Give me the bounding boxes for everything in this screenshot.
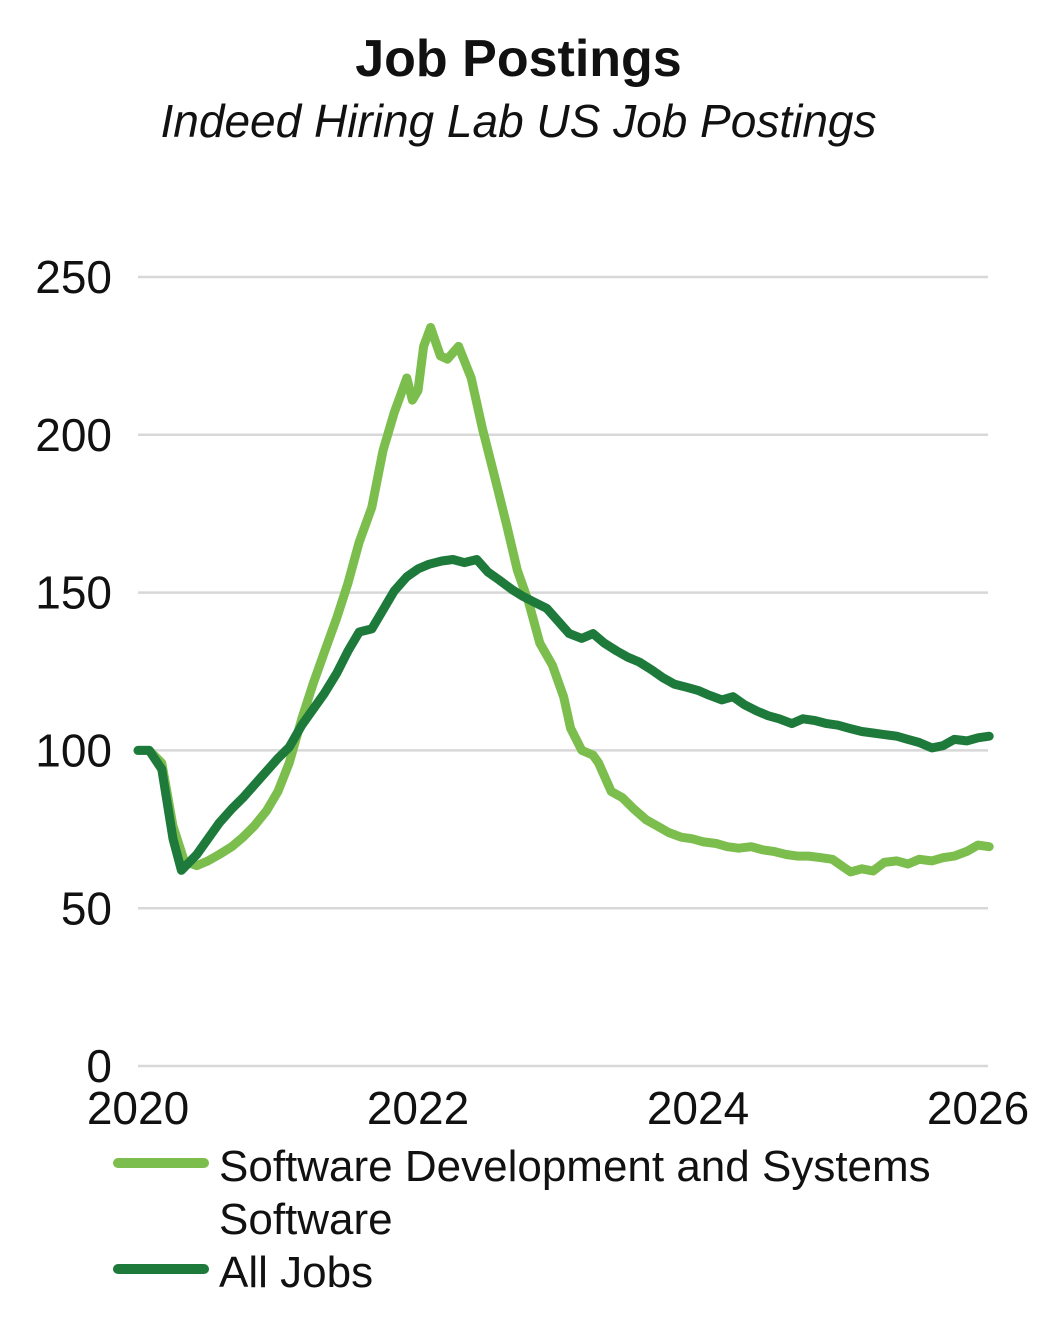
y-tick-label-50: 50 bbox=[61, 882, 112, 934]
x-tick-label-2022: 2022 bbox=[367, 1082, 469, 1134]
page-title: Job Postings bbox=[355, 30, 682, 88]
chart-header: Job Postings Indeed Hiring Lab US Job Po… bbox=[0, 30, 1037, 149]
y-tick-label-200: 200 bbox=[35, 409, 112, 461]
all-jobs-series-label: All Jobs bbox=[219, 1247, 374, 1297]
y-tick-label-150: 150 bbox=[35, 567, 112, 619]
legend: Software Development and Systems Softwar… bbox=[113, 1141, 993, 1299]
all-jobs-series-swatch bbox=[113, 1263, 209, 1274]
legend-item-software: Software Development and Systems Softwar… bbox=[113, 1141, 993, 1247]
legend-item-all-jobs: All Jobs bbox=[113, 1247, 993, 1300]
y-tick-label-250: 250 bbox=[35, 251, 112, 303]
y-tick-label-100: 100 bbox=[35, 725, 112, 777]
x-tick-label-2020: 2020 bbox=[87, 1082, 189, 1134]
series-line-software bbox=[133, 323, 994, 877]
x-tick-label-2024: 2024 bbox=[647, 1082, 749, 1134]
page-subtitle: Indeed Hiring Lab US Job Postings bbox=[160, 94, 877, 147]
x-tick-label-2026: 2026 bbox=[927, 1082, 1029, 1134]
software-series-label: Software Development and Systems Softwar… bbox=[219, 1142, 931, 1244]
series-line-all-jobs bbox=[133, 555, 994, 875]
y-tick-label-0: 0 bbox=[86, 1040, 112, 1092]
software-series-swatch bbox=[113, 1158, 209, 1168]
